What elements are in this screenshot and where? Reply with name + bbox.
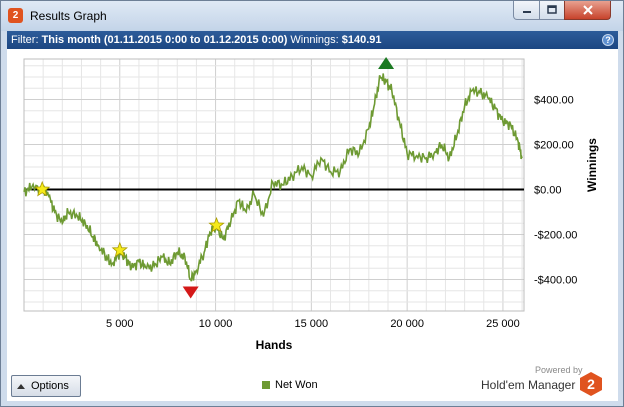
star-marker: [208, 216, 225, 233]
app-icon: 2: [8, 8, 23, 23]
x-tick-label: 10 000: [199, 318, 233, 330]
filter-bar: Filter: This month (01.11.2015 0:00 to 0…: [7, 31, 618, 49]
x-tick-label: 15 000: [295, 318, 329, 330]
maximize-button[interactable]: [539, 1, 565, 20]
options-button[interactable]: Options: [11, 375, 81, 397]
help-icon[interactable]: ?: [602, 34, 614, 46]
winnings-value: $140.91: [341, 34, 382, 46]
minimize-button[interactable]: [513, 1, 540, 20]
y-tick-label: -$200.00: [534, 230, 577, 242]
filter-prefix: Filter:: [11, 34, 39, 46]
expand-up-icon: [17, 383, 25, 389]
legend-swatch: [262, 381, 270, 389]
x-tick-label: 25 000: [486, 318, 520, 330]
window-title: Results Graph: [30, 9, 107, 23]
maximize-icon: [547, 5, 557, 14]
min-marker: [182, 286, 199, 299]
chart-area: 5 000 10 000 15 000 20 000 25 000 $400.00 $200…: [7, 49, 618, 401]
powered-by-label: Powered by: [535, 365, 583, 375]
brand-name: Hold'em Manager: [481, 378, 576, 392]
chart-legend: Net Won: [262, 379, 318, 391]
minimize-icon: [522, 11, 531, 13]
results-chart: 5 000 10 000 15 000 20 000 25 000 $400.00 $200…: [23, 57, 599, 352]
legend-label: Net Won: [275, 379, 318, 391]
close-button[interactable]: [564, 1, 611, 20]
options-label: Options: [31, 380, 69, 392]
max-marker: [378, 57, 395, 69]
x-tick-label: 20 000: [390, 318, 424, 330]
x-axis-title: Hands: [256, 338, 293, 352]
y-axis-title: Winnings: [585, 138, 599, 192]
brand-logo: 2: [580, 372, 602, 396]
x-tick-label: 5 000: [106, 318, 134, 330]
winnings-label: Winnings:: [290, 34, 339, 46]
star-marker: [34, 180, 51, 197]
y-tick-label: -$400.00: [534, 275, 577, 287]
title-bar[interactable]: 2 Results Graph: [1, 1, 623, 31]
plot-border: [23, 58, 525, 312]
star-marker: [111, 241, 128, 258]
y-tick-label: $200.00: [534, 140, 574, 152]
close-icon: [582, 5, 593, 15]
filter-range: This month (01.11.2015 0:00 to 01.12.201…: [41, 34, 288, 46]
y-tick-label: $0.00: [534, 185, 562, 197]
y-tick-label: $400.00: [534, 95, 574, 107]
series-net-won-line: [23, 73, 523, 282]
